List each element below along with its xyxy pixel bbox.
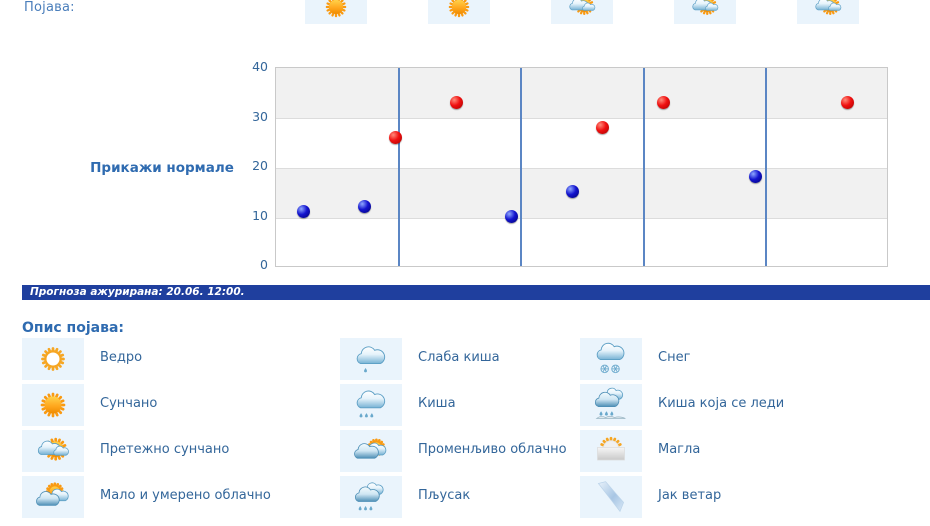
show-normals-link[interactable]: Прикажи нормале — [90, 160, 234, 176]
max-temp-point — [657, 96, 671, 110]
y-axis-tick-0: 0 — [260, 257, 268, 272]
legend-item: Ведро — [22, 336, 332, 382]
legend-item: Магла — [580, 428, 890, 474]
shower-icon — [340, 476, 402, 518]
gridline-10 — [276, 218, 887, 219]
day-separator-4 — [764, 68, 767, 266]
legend-item: Сунчано — [22, 382, 332, 428]
legend-item-label: Киша — [418, 396, 456, 411]
freezing-rain-icon — [580, 384, 642, 426]
legend-item: Променљиво облачно — [340, 428, 650, 474]
legend-item-label: Променљиво облачно — [418, 442, 567, 457]
legend-item-label: Киша која се леди — [658, 396, 785, 411]
snow-icon — [580, 338, 642, 380]
phenomena-legend: Ведро Сунчано Претежно сунчано — [0, 336, 930, 526]
legend-item-label: Ведро — [100, 350, 143, 365]
max-temp-point — [840, 96, 854, 110]
legend-item: Јак ветар — [580, 474, 890, 520]
phenomena-label: Појава: — [24, 0, 75, 15]
mostly-sunny-icon — [674, 0, 736, 24]
chart-y-axis: 0 10 20 30 40 — [232, 59, 268, 272]
light-rain-icon — [340, 338, 402, 380]
y-axis-tick-10: 10 — [252, 207, 268, 223]
legend-item: Слаба киша — [340, 336, 650, 382]
fog-icon — [580, 430, 642, 472]
gridline-30 — [276, 118, 887, 119]
day-separator-1 — [398, 68, 401, 266]
mostly-sunny-icon — [22, 430, 84, 472]
max-temp-point — [596, 120, 610, 134]
day-separator-3 — [642, 68, 645, 266]
legend-item-label: Магла — [658, 442, 701, 457]
min-temp-point — [565, 185, 579, 199]
legend-item-label: Пљусак — [418, 488, 471, 503]
forecast-updated-text: Прогноза ажурирана: 20.06. 12:00. — [30, 286, 245, 298]
mostly-sunny-icon — [551, 0, 613, 24]
strong-wind-icon — [580, 476, 642, 518]
legend-title: Опис појава: — [22, 320, 124, 336]
legend-item: Мало и умерено облачно — [22, 474, 332, 520]
clear-icon — [22, 338, 84, 380]
band-30-40 — [276, 68, 887, 118]
legend-item: Киша — [340, 382, 650, 428]
gridline-20 — [276, 168, 887, 169]
legend-item: Снег — [580, 336, 890, 382]
mostly-sunny-icon — [797, 0, 859, 24]
legend-item-label: Слаба киша — [418, 350, 500, 365]
top-phenomena-row: Појава: — [0, 0, 930, 26]
chart-plot-area — [275, 67, 888, 267]
legend-column-1: Ведро Сунчано Претежно сунчано — [22, 336, 332, 520]
legend-item-label: Сунчано — [100, 396, 158, 411]
min-temp-point — [358, 200, 372, 214]
legend-item-label: Мало и умерено облачно — [100, 488, 271, 503]
max-temp-point — [449, 96, 463, 110]
legend-item: Киша која се леди — [580, 382, 890, 428]
legend-item-label: Претежно сунчано — [100, 442, 230, 457]
partly-cloudy-icon — [22, 476, 84, 518]
y-axis-tick-20: 20 — [252, 158, 268, 173]
min-temp-point — [749, 170, 763, 184]
y-axis-tick-30: 30 — [252, 108, 268, 124]
legend-item: Пљусак — [340, 474, 650, 520]
y-axis-tick-40: 40 — [252, 59, 268, 74]
sunny-icon — [305, 0, 367, 24]
legend-column-3: Снег Киша која се леди Магла — [580, 336, 890, 520]
rain-icon — [340, 384, 402, 426]
temperature-chart: Прикажи нормале 0 10 20 30 40 — [0, 55, 930, 275]
legend-item: Претежно сунчано — [22, 428, 332, 474]
variable-cloudy-icon — [340, 430, 402, 472]
legend-item-label: Снег — [658, 350, 691, 365]
sunny-icon — [22, 384, 84, 426]
legend-item-label: Јак ветар — [658, 488, 722, 503]
legend-column-2: Слаба киша Киша Променљиво облачно — [340, 336, 650, 520]
max-temp-point — [388, 130, 402, 144]
forecast-updated-bar: Прогноза ажурирана: 20.06. 12:00. — [22, 285, 930, 300]
day-separator-2 — [520, 68, 523, 266]
sunny-icon — [428, 0, 490, 24]
min-temp-point — [296, 205, 310, 219]
band-10-20 — [276, 168, 887, 218]
min-temp-point — [504, 210, 518, 223]
